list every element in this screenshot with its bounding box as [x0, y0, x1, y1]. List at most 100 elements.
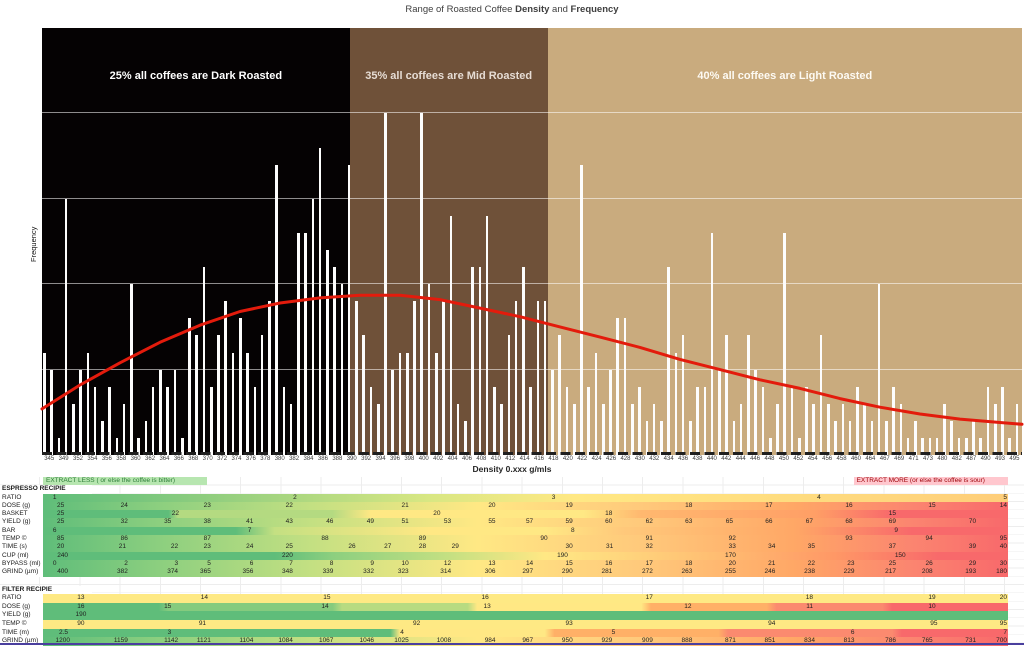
row-filler — [1008, 594, 1024, 603]
cell-value: 70 — [968, 518, 977, 526]
row-cells[interactable]: 190 — [43, 611, 1008, 620]
histogram-bar — [580, 164, 583, 455]
row-cells[interactable]: 13 14 15 16 17 18 19 20 — [43, 594, 1008, 603]
histogram-bar — [747, 335, 750, 455]
cell-value: 7 — [289, 559, 293, 567]
row-label[interactable]: GRIND (µm) — [0, 568, 43, 577]
x-tick-label: 493 — [995, 456, 1006, 462]
cell-value: 11 — [806, 602, 814, 610]
histogram-bar — [935, 437, 939, 455]
cell-value: 9 — [894, 526, 898, 534]
row-filler — [1008, 620, 1024, 629]
cell-value: 21 — [768, 559, 776, 567]
row-cells[interactable]: 2.5 3 4 5 6 7 — [43, 628, 1008, 638]
histogram-bar — [514, 301, 518, 455]
row-label[interactable]: TIME (m) — [0, 628, 43, 638]
extract-less-banner[interactable]: EXTRACT LESS ( or else the coffee is bit… — [43, 477, 208, 486]
cell-value: 229 — [843, 568, 855, 576]
cell-value: 20 — [999, 594, 1007, 602]
histogram-bar — [333, 267, 336, 455]
histogram-bar — [834, 420, 837, 455]
row-cells[interactable]: 85 86 87 88 89 90 91 92 93 94 95 — [43, 535, 1008, 544]
row-label[interactable]: BYPASS (ml) — [0, 559, 43, 569]
cell-value: 95 — [999, 535, 1007, 543]
histogram-bar — [609, 369, 612, 455]
x-axis-tick-marks — [42, 452, 1022, 455]
cell-value: 21 — [118, 543, 126, 551]
row-cells[interactable]: 240 220 190 170 150 — [43, 551, 1008, 560]
row-label[interactable]: TEMP © — [0, 535, 43, 544]
histogram-bar — [93, 386, 97, 455]
histogram-bar — [268, 301, 271, 455]
cell-value: 35 — [164, 518, 172, 526]
cell-value: 67 — [805, 518, 814, 526]
histogram-bar — [362, 335, 365, 455]
row-label[interactable]: DOSE (g) — [0, 501, 43, 511]
cell-value: 20 — [433, 510, 441, 518]
row-cells[interactable]: 90 91 92 93 94 95 95 — [43, 619, 1008, 629]
espresso-recipe-title[interactable]: ESPRESSO RECIPIE — [0, 485, 92, 494]
cell-value: 85 — [56, 535, 65, 543]
row-cells[interactable]: 1200 1159 1142 1121 1104 1084 1067 1046 1025 1008… — [43, 637, 1008, 646]
row-label[interactable]: YIELD (g) — [0, 611, 43, 620]
cell-value: 12 — [443, 559, 452, 567]
histogram-bar — [827, 403, 830, 455]
x-tick-label: 406 — [461, 456, 472, 462]
cell-value: 43 — [285, 518, 293, 526]
cell-value: 263 — [681, 568, 693, 576]
x-tick-label: 480 — [937, 456, 948, 462]
histogram-bar — [972, 420, 975, 455]
row-cells[interactable]: 20 21 22 23 24 25 26 27 28 29 30 31 32 33 34 35 37 39 40 — [43, 543, 1008, 552]
cell-value: 13 — [77, 594, 85, 602]
row-label[interactable]: RATIO — [0, 594, 43, 603]
row-label[interactable]: YIELD (g) — [0, 518, 43, 527]
cell-value: 27 — [384, 543, 392, 551]
cell-value: 16 — [845, 501, 853, 509]
row-cells[interactable]: 400 382 374 365 356 348 339 332 323 314 306 297 290 2… — [43, 568, 1008, 577]
x-tick-label: 440 — [706, 456, 717, 462]
cell-value: 32 — [120, 518, 128, 526]
x-tick-label: 454 — [807, 456, 818, 462]
row-cells[interactable]: 25 24 23 22 21 20 19 18 17 16 15 14 — [43, 501, 1008, 511]
cell-value: 1142 — [164, 637, 179, 645]
row-label[interactable]: CUP (ml) — [0, 551, 43, 560]
row-cells[interactable]: 25 22 20 18 15 — [43, 510, 1008, 519]
cell-value: 3 — [551, 493, 556, 501]
row-label[interactable]: GRIND (µm) — [0, 637, 43, 646]
row-cells[interactable]: 0 2 3 5 6 7 8 9 10 12 13 14 15 16 17 18 20 21 22 23 25 26 29 30 — [43, 559, 1008, 569]
extract-more-banner[interactable]: EXTRACT MORE (or else the coffee is sour… — [853, 477, 1008, 486]
histogram-bar — [522, 267, 525, 455]
row-label[interactable]: DOSE (g) — [0, 602, 43, 612]
cell-value: 6 — [249, 559, 254, 567]
filter-recipe-title[interactable]: FILTER RECIPIE — [0, 585, 92, 595]
row-filler — [1008, 543, 1024, 551]
row-label[interactable]: RATIO — [0, 493, 43, 502]
row-cells[interactable]: 1 2 3 4 5 — [43, 493, 1008, 502]
density-frequency-chart[interactable]: 25% all coffees are Dark Roasted 35% all … — [40, 28, 1024, 455]
row-label-empty[interactable] — [0, 477, 43, 485]
x-tick-label: 402 — [433, 456, 444, 462]
cell-value: 5 — [611, 628, 616, 636]
cell-value: 51 — [401, 518, 409, 526]
row-filler — [1008, 518, 1024, 526]
histogram-bar — [318, 147, 322, 455]
row-cells[interactable]: 25 32 35 38 41 43 46 49 51 53 55 57 59 60 62 63 65 66 67 68… — [43, 518, 1008, 527]
x-tick-label: 420 — [562, 456, 573, 462]
cell-value: 1104 — [239, 637, 254, 645]
cell-value: 382 — [117, 568, 128, 576]
row-filler — [1008, 560, 1024, 568]
cell-value: 25 — [285, 543, 293, 551]
histogram-bar — [209, 386, 213, 455]
cell-value: 65 — [725, 518, 733, 526]
row-label[interactable]: BAR — [0, 526, 43, 536]
row-label[interactable]: BASKET — [0, 510, 43, 519]
row-label[interactable]: TIME (s) — [0, 543, 43, 552]
x-tick-label: 362 — [145, 456, 156, 462]
histogram-bar — [616, 318, 620, 455]
espresso-row-grind-m: GRIND (µm) 400 382 374 365 356 348 339 332 323 314… — [0, 568, 1024, 577]
row-cells[interactable]: 16 15 14 13 12 11 10 — [43, 602, 1008, 612]
cell-value: 5 — [1003, 493, 1007, 501]
row-label[interactable]: TEMP © — [0, 619, 43, 629]
gridline-y-10 — [42, 283, 1022, 285]
row-cells[interactable]: 6 7 8 9 — [43, 526, 1008, 536]
